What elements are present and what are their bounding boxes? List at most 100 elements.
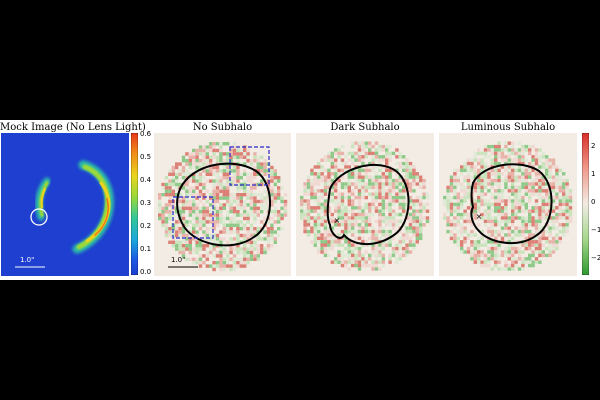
noise-pixel <box>477 246 481 251</box>
noise-pixel <box>351 257 355 261</box>
noise-pixel <box>175 165 179 170</box>
noise-pixel <box>507 168 511 173</box>
noise-pixel <box>266 227 271 231</box>
noise-pixel <box>340 199 345 203</box>
noise-pixel <box>487 260 491 264</box>
noise-pixel <box>514 233 518 237</box>
noise-pixel <box>483 260 488 264</box>
noise-pixel <box>232 247 237 251</box>
noise-pixel <box>487 148 491 152</box>
noise-pixel <box>381 199 385 203</box>
noise-pixel <box>195 250 199 255</box>
noise-pixel <box>340 158 345 162</box>
noise-pixel <box>161 210 165 214</box>
noise-pixel <box>473 155 477 159</box>
noise-pixel <box>460 185 464 190</box>
noise-pixel <box>504 240 508 244</box>
noise-pixel <box>487 209 491 213</box>
noise-pixel <box>470 175 474 179</box>
noise-pixel <box>528 260 532 264</box>
noise-pixel <box>500 151 505 156</box>
noise-pixel <box>507 158 511 162</box>
noise-pixel <box>477 253 481 258</box>
noise-pixel <box>507 257 511 261</box>
noise-pixel <box>222 169 226 173</box>
noise-pixel <box>490 257 494 261</box>
noise-pixel <box>212 244 216 248</box>
noise-pixel <box>507 195 511 200</box>
noise-pixel <box>415 236 419 241</box>
noise-pixel <box>388 212 392 217</box>
noise-pixel <box>412 216 416 220</box>
noise-pixel <box>270 179 274 183</box>
noise-pixel <box>480 212 484 217</box>
noise-pixel <box>212 189 216 193</box>
noise-pixel <box>565 209 569 213</box>
noise-pixel <box>219 182 223 187</box>
noise-pixel <box>398 236 402 241</box>
noise-pixel <box>209 196 213 200</box>
noise-pixel <box>270 196 274 200</box>
noise-pixel <box>222 182 226 187</box>
noise-pixel <box>171 227 175 231</box>
noise-pixel <box>517 206 522 210</box>
noise-pixel <box>528 223 532 227</box>
noise-pixel <box>219 240 223 244</box>
noise-pixel <box>562 233 566 237</box>
noise-pixel <box>229 230 233 234</box>
noise-pixel <box>473 202 477 207</box>
noise-pixel <box>446 223 450 227</box>
noise-pixel <box>528 263 532 268</box>
noise-pixel <box>473 151 477 156</box>
noise-pixel <box>480 189 484 193</box>
noise-pixel <box>398 161 402 166</box>
noise-pixel <box>497 189 501 193</box>
noise-pixel <box>164 227 169 231</box>
noise-pixel <box>188 176 192 180</box>
noise-pixel <box>378 202 382 207</box>
noise-pixel <box>415 212 419 217</box>
noise-pixel <box>168 227 172 231</box>
noise-pixel <box>364 240 368 244</box>
noise-pixel <box>205 206 209 210</box>
noise-pixel <box>198 165 203 170</box>
noise-pixel <box>374 250 379 254</box>
noise-pixel <box>368 202 372 207</box>
noise-pixel <box>494 229 498 234</box>
noise-pixel <box>320 195 324 200</box>
noise-pixel <box>323 253 328 258</box>
noise-pixel <box>300 202 304 207</box>
noise-pixel <box>473 209 477 213</box>
noise-pixel <box>260 199 264 204</box>
noise-pixel <box>205 230 209 234</box>
noise-pixel <box>524 209 528 213</box>
noise-pixel <box>511 185 515 190</box>
noise-pixel <box>419 219 423 224</box>
noise-pixel <box>398 240 402 244</box>
noise-pixel <box>236 165 240 170</box>
noise-pixel <box>514 260 518 264</box>
noise-pixel <box>371 155 375 159</box>
noise-pixel <box>412 168 416 173</box>
noise-pixel <box>524 216 528 220</box>
noise-pixel <box>306 219 311 224</box>
noise-pixel <box>313 172 317 176</box>
noise-pixel <box>357 155 362 159</box>
noise-pixel <box>209 169 213 173</box>
noise-pixel <box>192 186 196 190</box>
noise-pixel <box>330 216 334 220</box>
noise-pixel <box>330 246 334 251</box>
noise-pixel <box>490 148 494 152</box>
noise-pixel <box>415 219 419 224</box>
noise-pixel <box>381 226 385 230</box>
noise-pixel <box>490 178 494 183</box>
noise-pixel <box>402 202 406 207</box>
noise-pixel <box>368 175 372 179</box>
noise-pixel <box>178 196 182 200</box>
noise-pixel <box>181 247 186 251</box>
noise-pixel <box>487 144 491 149</box>
noise-pixel <box>164 216 169 221</box>
noise-pixel <box>249 182 254 187</box>
noise-pixel <box>337 192 341 196</box>
noise-pixel <box>473 233 477 237</box>
